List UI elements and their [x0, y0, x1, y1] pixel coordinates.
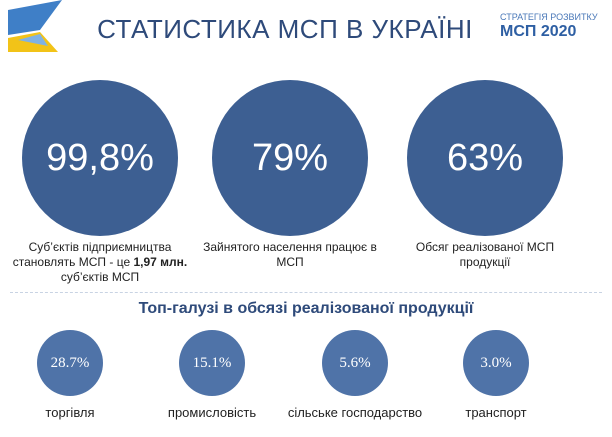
divider: [10, 292, 602, 293]
label-part: Суб’єктів підприємництва становлять МСП …: [12, 240, 172, 269]
section-title: Топ-галузі в обсязі реалізованої продукц…: [138, 300, 474, 317]
stat-circle: 79%: [212, 80, 368, 236]
logo-text: МСП 2020: [500, 23, 577, 40]
stat-circle: 99,8%: [22, 80, 178, 236]
industry-label: транспорт: [465, 405, 527, 420]
title: СТАТИСТИКА МСП В УКРАЇНІ: [97, 14, 473, 44]
label-part: 1,97 млн.: [133, 255, 188, 269]
logo-text: СТРАТЕГІЯ РОЗВИТКУ: [500, 12, 598, 22]
stat-label: Обсяг реалізованої МСП продукції: [390, 240, 580, 270]
industry-label: промисловість: [167, 405, 257, 420]
stat-label: Зайнятого населення працює в МСП: [195, 240, 385, 270]
industry-circle: 15.1%: [179, 330, 245, 396]
stat-label: Суб’єктів підприємництва становлять МСП …: [5, 240, 195, 285]
label-part: Зайнятого населення працює в МСП: [203, 240, 377, 269]
stat-circle: 63%: [407, 80, 563, 236]
industry-circle: 28.7%: [37, 330, 103, 396]
label-part: Обсяг реалізованої МСП продукції: [415, 240, 555, 269]
industry-circle: 3.0%: [463, 330, 529, 396]
industry-label: торгівля: [45, 405, 95, 420]
industry-label: сільське господарство: [287, 405, 423, 420]
label-part: суб’єктів МСП: [60, 270, 140, 284]
logo-mark: [8, 0, 62, 52]
industry-circle: 5.6%: [322, 330, 388, 396]
